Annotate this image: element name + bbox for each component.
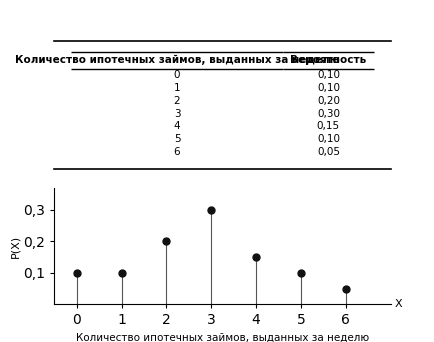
Y-axis label: P(X): P(X) <box>10 235 20 258</box>
X-axis label: Количество ипотечных займов, выданных за неделю: Количество ипотечных займов, выданных за… <box>76 333 369 342</box>
Text: X: X <box>394 299 402 310</box>
